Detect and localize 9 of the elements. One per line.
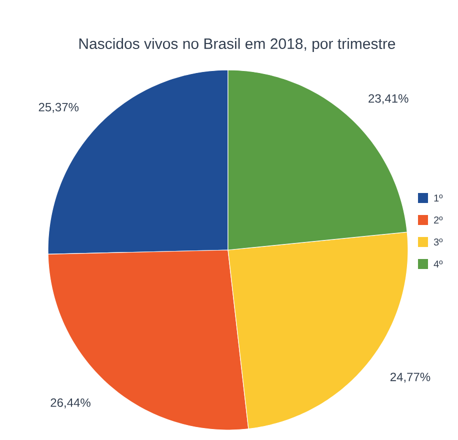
data-label: 23,41% bbox=[368, 94, 408, 104]
legend-label: 1º bbox=[434, 194, 443, 202]
data-label: 25,37% bbox=[38, 102, 79, 113]
data-label: 26,44% bbox=[50, 398, 90, 408]
chart-title: Nascidos vivos no Brasil em 2018, por trimestre bbox=[79, 38, 396, 52]
legend-label: 3º bbox=[434, 238, 443, 246]
legend-label: 2º bbox=[434, 216, 443, 224]
legend-label: 4º bbox=[434, 260, 443, 268]
data-label: 24,77% bbox=[390, 372, 430, 383]
